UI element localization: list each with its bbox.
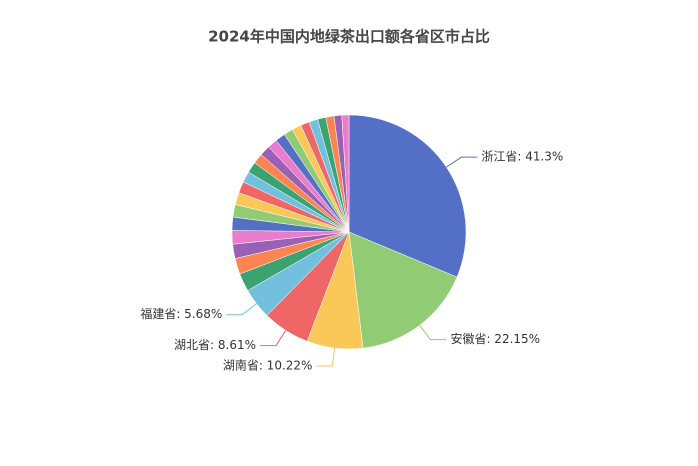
- slice-label: 浙江省: 41.3%: [481, 150, 563, 164]
- leader-line: [260, 330, 287, 347]
- leader-line: [446, 156, 478, 168]
- slice-label: 湖南省: 10.22%: [223, 357, 313, 372]
- chart-title: 2024年中国内地绿茶出口额各省区市占比: [208, 28, 490, 46]
- pie-slice: [348, 114, 467, 278]
- pie-slice: [348, 231, 458, 349]
- slice-label: 湖北省: 8.61%: [174, 337, 256, 352]
- pie-slice: [341, 114, 350, 233]
- slice-label: 安徽省: 22.15%: [450, 331, 540, 346]
- leader-line: [419, 324, 447, 341]
- leader-line: [226, 303, 257, 316]
- slice-label: 福建省: 5.68%: [140, 306, 222, 321]
- leader-line: [316, 348, 336, 367]
